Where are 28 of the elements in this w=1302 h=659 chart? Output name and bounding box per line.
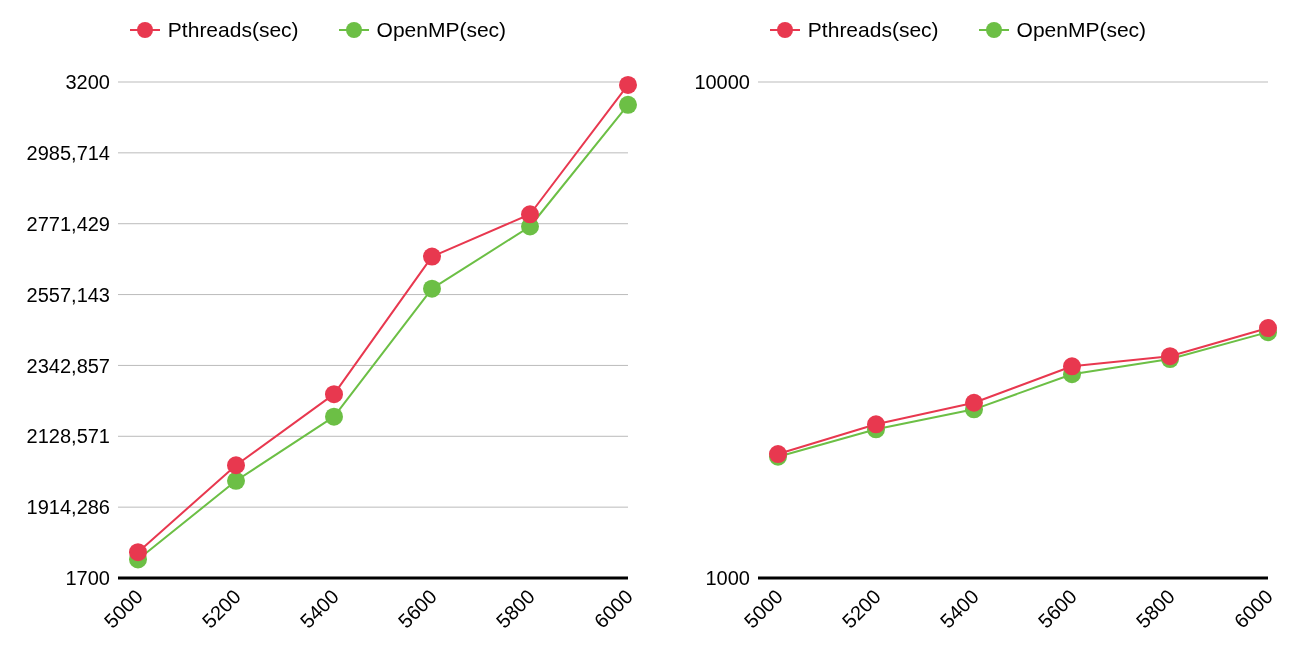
point: [521, 205, 539, 224]
legend-label: OpenMP(sec): [376, 18, 507, 42]
point: [227, 471, 245, 490]
point: [1063, 357, 1081, 376]
legend-label: Pthreads(sec): [167, 18, 299, 42]
point: [619, 75, 637, 94]
y-tick-label: 1000: [705, 567, 750, 590]
y-tick-label: 2985,714: [26, 141, 110, 164]
y-tick-label: 2342,857: [26, 354, 110, 377]
point: [325, 385, 343, 404]
point: [965, 393, 983, 412]
point: [423, 247, 441, 266]
y-tick-label: 3200: [65, 71, 110, 94]
legend-label: Pthreads(sec): [807, 18, 939, 42]
y-tick-label: 2771,429: [26, 212, 110, 235]
point: [619, 95, 637, 114]
point: [867, 415, 885, 434]
y-tick-label: 10000: [694, 71, 750, 94]
legend-label: OpenMP(sec): [1016, 18, 1147, 42]
point: [1259, 319, 1277, 338]
y-tick-label: 1914,286: [26, 496, 110, 519]
y-tick-label: 2128,571: [26, 425, 110, 448]
point: [325, 407, 343, 426]
point: [423, 279, 441, 298]
point: [129, 543, 147, 562]
y-tick-label: 2557,143: [26, 283, 110, 306]
y-tick-label: 1700: [65, 567, 110, 590]
point: [227, 456, 245, 475]
